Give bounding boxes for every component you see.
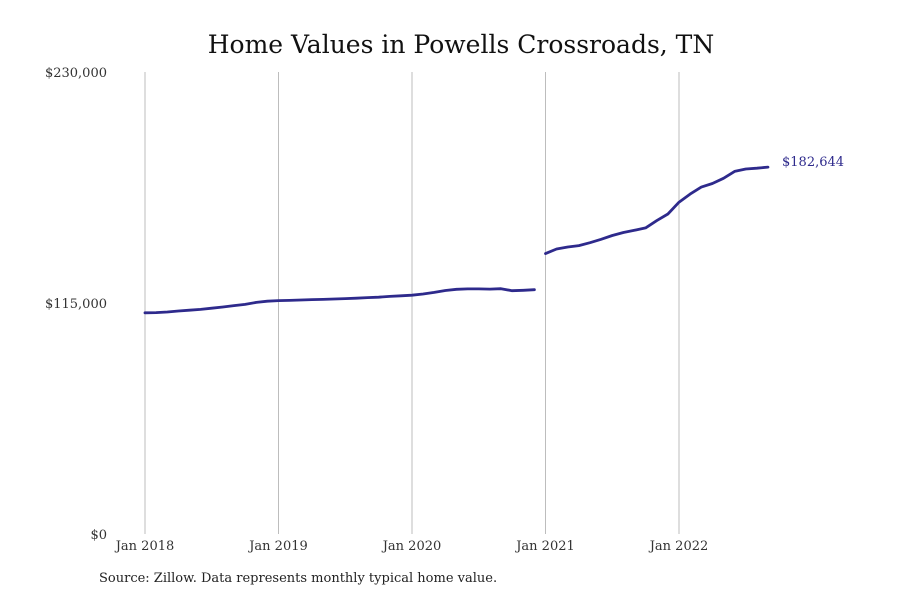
x-tick-label: Jan 2020 (381, 539, 442, 554)
x-tick-label: Jan 2019 (247, 539, 308, 554)
y-tick-label: $115,000 (45, 297, 107, 312)
series-line-segment (544, 165, 770, 256)
source-note: Source: Zillow. Data represents monthly … (99, 571, 498, 586)
end-value-label: $182,644 (782, 155, 844, 170)
x-tick-label: Jan 2018 (114, 539, 175, 554)
y-tick-label: $0 (90, 528, 107, 543)
series-lines (143, 165, 770, 315)
x-axis-ticks: Jan 2018 Jan 2019 Jan 2020 Jan 2021 Jan 2022 (114, 539, 709, 554)
y-tick-label: $230,000 (45, 66, 107, 81)
gridlines (144, 72, 680, 534)
y-axis-ticks: $0 $115,000 $230,000 (45, 66, 107, 543)
chart-title: Home Values in Powells Crossroads, TN (208, 30, 714, 59)
x-tick-label: Jan 2021 (514, 539, 575, 554)
x-tick-label: Jan 2022 (648, 539, 709, 554)
series-line-segment (143, 287, 536, 315)
end-labels: $182,644 (782, 155, 844, 170)
